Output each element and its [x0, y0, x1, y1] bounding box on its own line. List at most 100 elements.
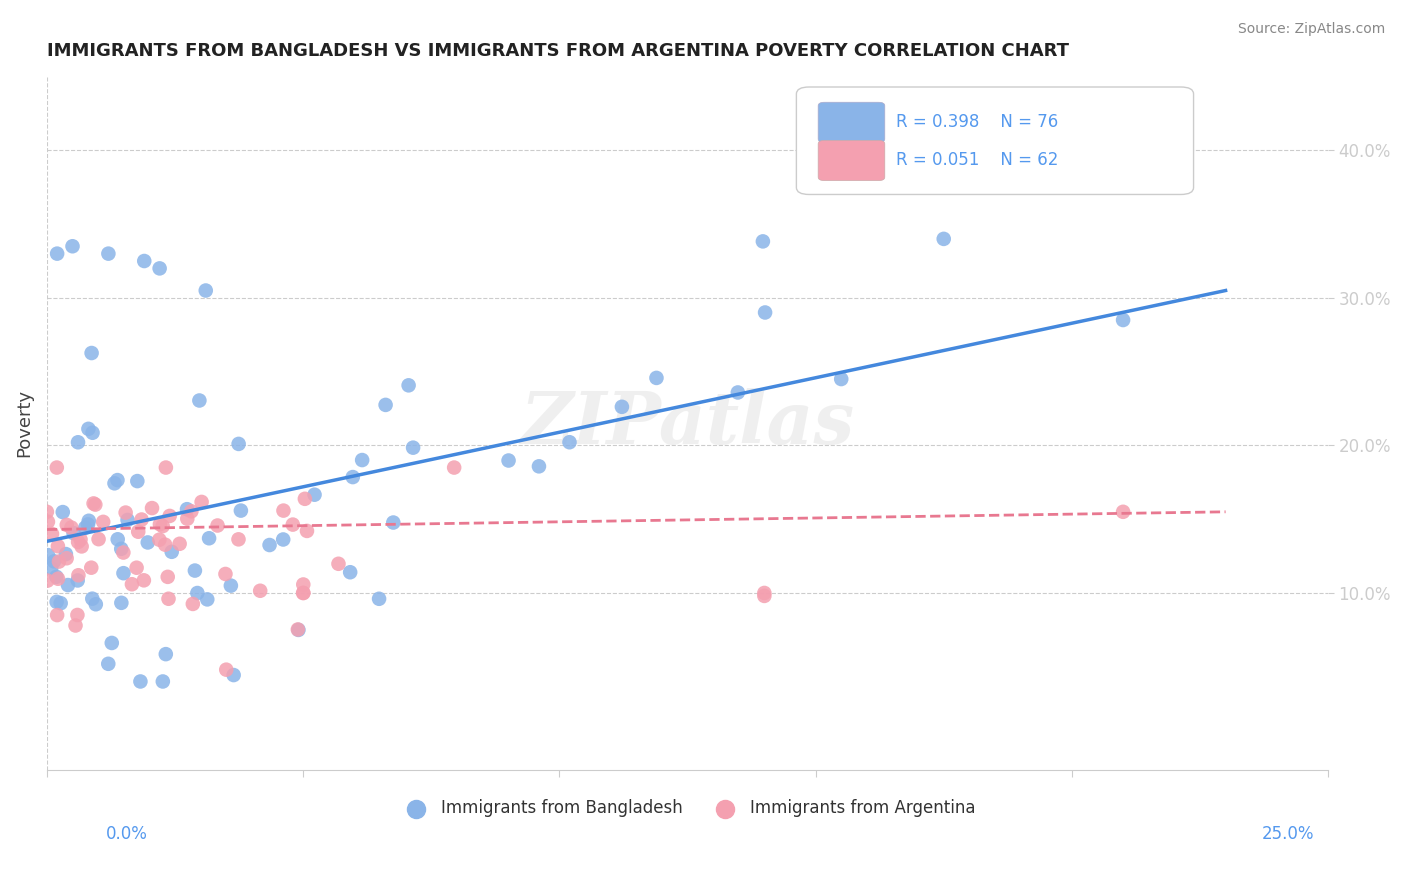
- Point: [188, 393, 211, 408]
- Point: [830, 372, 852, 386]
- Point: [46, 246, 69, 260]
- Point: [101, 636, 124, 650]
- Point: [45, 595, 67, 609]
- Point: [402, 441, 425, 455]
- Point: [41, 527, 63, 541]
- Point: [62, 526, 84, 541]
- Point: [153, 538, 176, 552]
- Point: [287, 623, 309, 637]
- Point: [91, 515, 114, 529]
- Point: [169, 537, 191, 551]
- Point: [134, 254, 156, 268]
- Point: [190, 495, 212, 509]
- Point: [194, 284, 217, 298]
- Point: [125, 560, 148, 574]
- Point: [69, 533, 91, 547]
- Point: [37, 515, 59, 529]
- Point: [37, 574, 59, 588]
- Point: [219, 579, 242, 593]
- Point: [84, 597, 107, 611]
- Legend: Immigrants from Bangladesh, Immigrants from Argentina: Immigrants from Bangladesh, Immigrants f…: [394, 793, 981, 824]
- Point: [77, 514, 100, 528]
- Point: [195, 592, 218, 607]
- Point: [292, 577, 315, 591]
- Point: [46, 539, 69, 553]
- Point: [149, 261, 172, 276]
- Point: [498, 453, 520, 467]
- Point: [215, 663, 238, 677]
- Point: [67, 535, 90, 549]
- Point: [136, 535, 159, 549]
- Point: [48, 555, 70, 569]
- Point: [103, 476, 125, 491]
- Point: [287, 623, 309, 637]
- Point: [558, 435, 581, 450]
- Point: [82, 425, 104, 440]
- Point: [42, 554, 65, 568]
- Point: [110, 596, 132, 610]
- Point: [176, 512, 198, 526]
- Point: [70, 540, 93, 554]
- Point: [198, 531, 221, 545]
- Point: [67, 568, 90, 582]
- Point: [49, 596, 72, 610]
- Point: [112, 566, 135, 581]
- Point: [55, 547, 77, 561]
- Point: [176, 502, 198, 516]
- Point: [1163, 144, 1185, 158]
- Point: [184, 564, 207, 578]
- Text: 0.0%: 0.0%: [105, 825, 148, 843]
- Point: [214, 566, 236, 581]
- Text: Source: ZipAtlas.com: Source: ZipAtlas.com: [1237, 22, 1385, 37]
- Point: [159, 508, 181, 523]
- Text: ZIPatlas: ZIPatlas: [520, 388, 855, 458]
- Point: [727, 385, 749, 400]
- Text: IMMIGRANTS FROM BANGLADESH VS IMMIGRANTS FROM ARGENTINA POVERTY CORRELATION CHAR: IMMIGRANTS FROM BANGLADESH VS IMMIGRANTS…: [46, 42, 1069, 60]
- Point: [62, 239, 84, 253]
- Point: [1112, 505, 1135, 519]
- Point: [352, 453, 374, 467]
- Point: [156, 570, 179, 584]
- Point: [610, 400, 633, 414]
- Point: [752, 235, 775, 249]
- FancyBboxPatch shape: [818, 103, 884, 143]
- Point: [281, 517, 304, 532]
- Point: [77, 422, 100, 436]
- Point: [46, 608, 69, 623]
- Text: 25.0%: 25.0%: [1263, 825, 1315, 843]
- Point: [295, 524, 318, 538]
- Point: [132, 574, 155, 588]
- Point: [45, 460, 67, 475]
- Point: [228, 437, 250, 451]
- Point: [114, 506, 136, 520]
- Point: [645, 371, 668, 385]
- Point: [271, 533, 294, 547]
- Point: [141, 501, 163, 516]
- FancyBboxPatch shape: [796, 87, 1194, 194]
- Point: [181, 597, 204, 611]
- Point: [117, 513, 139, 527]
- Point: [129, 674, 152, 689]
- Point: [328, 557, 350, 571]
- Point: [152, 519, 174, 533]
- Point: [754, 305, 776, 319]
- Point: [398, 378, 420, 392]
- Point: [155, 647, 177, 661]
- Point: [273, 503, 295, 517]
- Point: [127, 524, 149, 539]
- Point: [229, 503, 252, 517]
- Point: [368, 591, 391, 606]
- Point: [374, 398, 396, 412]
- Point: [110, 541, 132, 556]
- Point: [107, 473, 129, 487]
- Point: [527, 459, 550, 474]
- Point: [149, 517, 172, 532]
- Point: [60, 520, 83, 534]
- Point: [932, 232, 955, 246]
- Text: R = 0.051    N = 62: R = 0.051 N = 62: [896, 151, 1059, 169]
- Point: [35, 505, 58, 519]
- Point: [46, 572, 69, 586]
- Point: [97, 657, 120, 671]
- Y-axis label: Poverty: Poverty: [15, 389, 32, 458]
- Point: [77, 517, 100, 532]
